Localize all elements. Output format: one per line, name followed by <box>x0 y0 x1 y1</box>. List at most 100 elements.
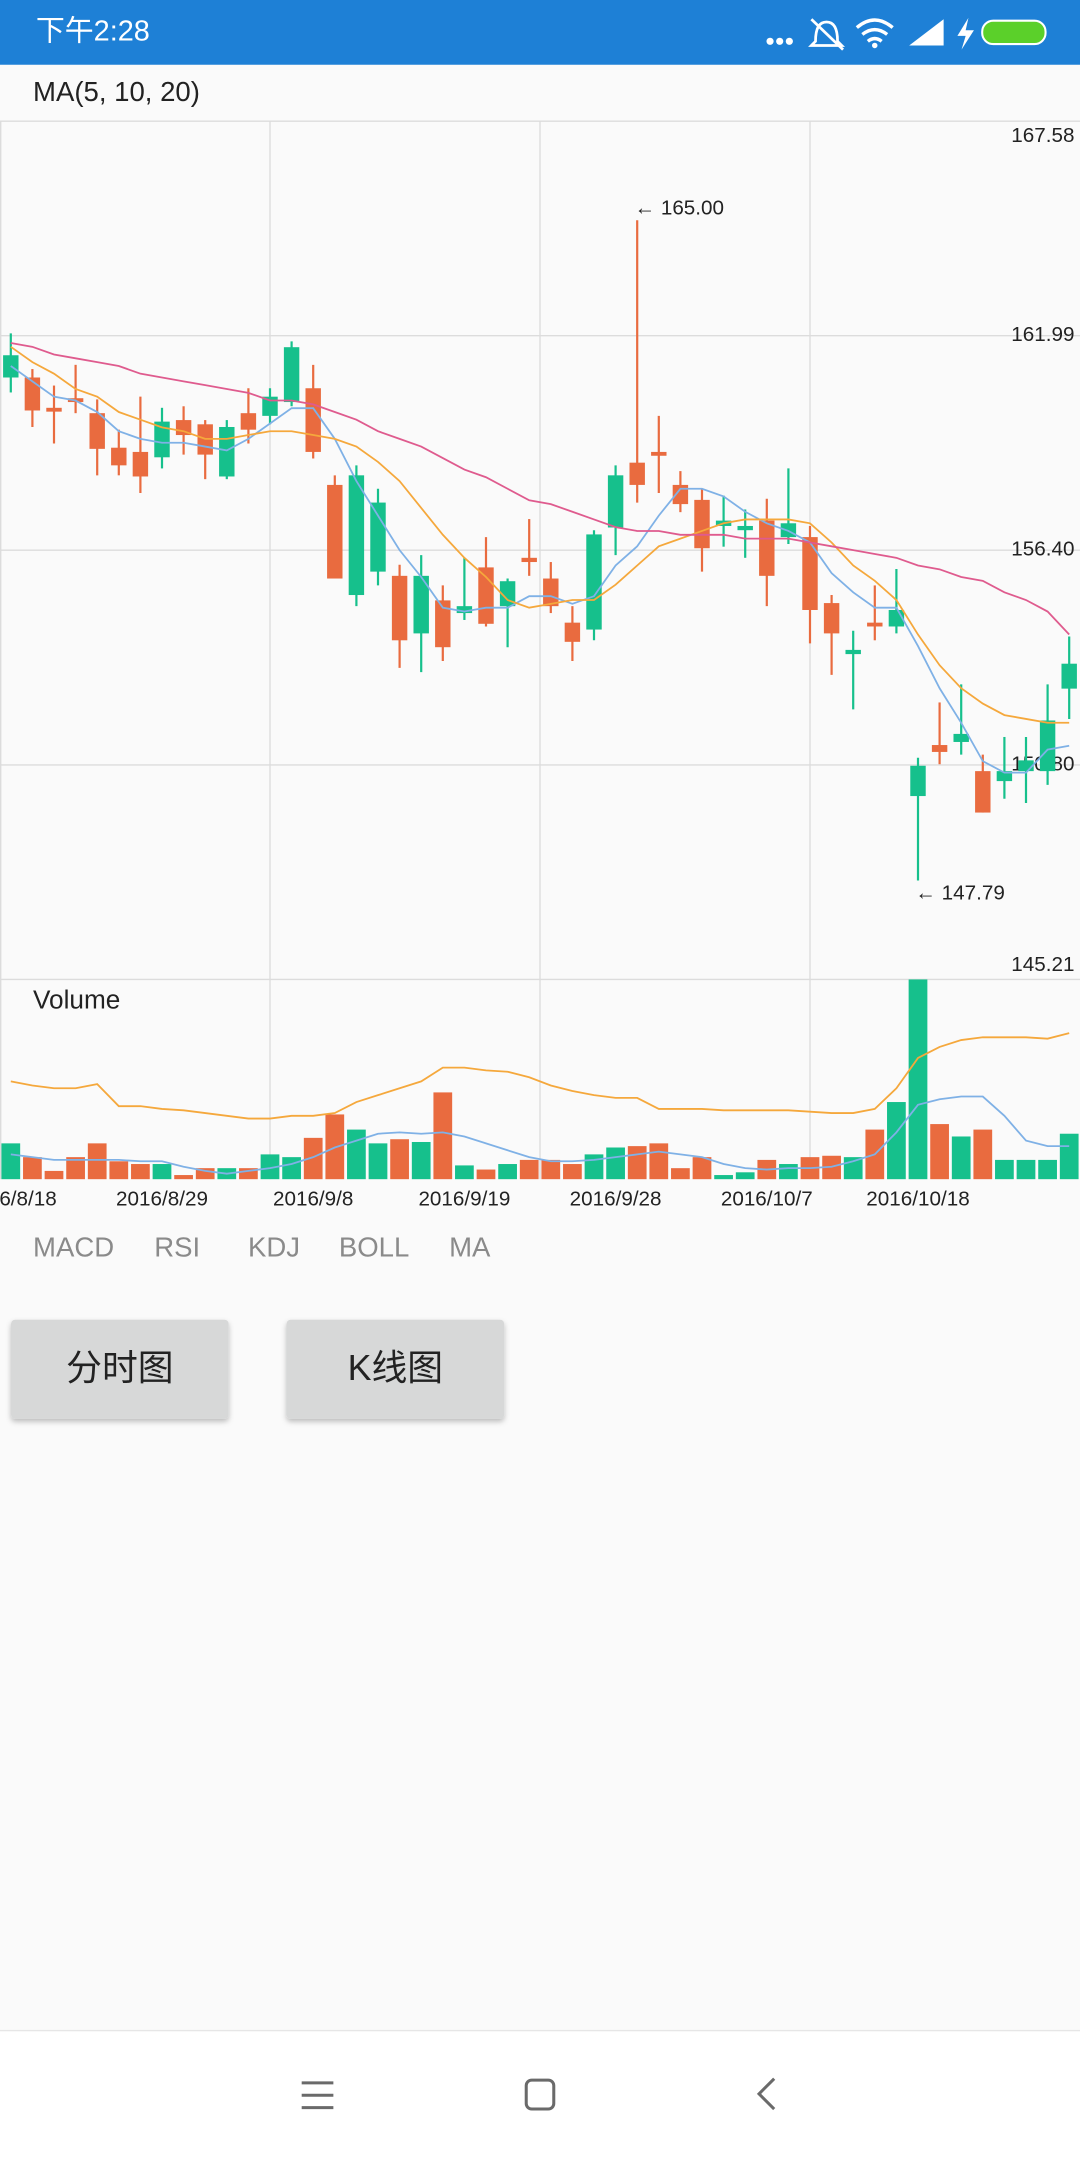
volume-bar <box>411 1141 431 1180</box>
volume-bar <box>282 1157 301 1180</box>
volume-bar <box>627 1146 647 1180</box>
candle-body <box>499 581 516 607</box>
candle-body <box>219 426 235 477</box>
status-bar-bg <box>0 0 1080 65</box>
candle-body <box>391 575 408 641</box>
candle-body <box>996 771 1013 782</box>
candle-body <box>543 578 559 607</box>
volume-bar <box>735 1172 755 1180</box>
volume-ma-line <box>10 1095 1070 1175</box>
chart-title: MA(5, 10, 20) <box>33 76 200 107</box>
volume-bar <box>1 1143 21 1180</box>
candle-body <box>629 462 645 485</box>
candle-body <box>564 622 581 642</box>
volume-bar <box>541 1159 561 1180</box>
volume-ma-line <box>10 1032 1070 1120</box>
volume-bar <box>498 1164 517 1180</box>
candle-body <box>845 649 861 655</box>
indicator-tab[interactable]: KDJ <box>248 1232 300 1263</box>
nav-bar-bg <box>0 2030 1080 2160</box>
button-bg[interactable] <box>11 1319 229 1419</box>
candle-body <box>305 388 321 452</box>
volume-bar <box>563 1164 582 1180</box>
button[interactable]: K线图 <box>286 1319 505 1419</box>
indicator-tab[interactable]: MA <box>449 1232 491 1263</box>
candle-body <box>521 557 537 563</box>
candle-body <box>867 622 883 627</box>
volume-bar <box>995 1159 1014 1180</box>
y-tick-label: 161.99 <box>1011 323 1074 346</box>
x-tick-label: 2016/8/18 <box>0 1187 57 1210</box>
y-tick-label: 167.58 <box>1011 124 1074 147</box>
volume-bar <box>908 979 928 1180</box>
nav-bar <box>0 2029 1080 2160</box>
x-tick-label: 2016/9/28 <box>570 1187 662 1210</box>
x-tick-label: 2016/10/7 <box>721 1187 813 1210</box>
volume-bar <box>368 1143 388 1180</box>
candle-body <box>370 502 386 572</box>
candle-body <box>672 484 689 505</box>
volume-bar <box>390 1139 409 1180</box>
plot: 145.21150.80156.40161.99167.582016/8/182… <box>0 120 1080 1210</box>
candle-body <box>262 396 278 416</box>
volume-bar <box>347 1129 366 1180</box>
x-tick-label: 2016/9/19 <box>418 1187 510 1210</box>
volume-bar <box>973 1129 993 1180</box>
low-annotation: ← 147.79 <box>915 882 1005 905</box>
candle-body <box>651 451 667 456</box>
volume-bar <box>44 1170 64 1180</box>
indicator-tab[interactable]: MACD <box>33 1232 114 1263</box>
candle-body <box>953 733 969 742</box>
candle-body <box>89 413 105 449</box>
volume-bar <box>195 1168 215 1180</box>
chart-frame <box>0 121 811 1180</box>
indicator-tab[interactable]: BOLL <box>339 1232 409 1263</box>
home-button[interactable] <box>524 2078 556 2111</box>
volume-bar <box>1016 1159 1036 1180</box>
candle-body <box>46 407 62 412</box>
status-time: 下午2:28 <box>36 16 150 48</box>
volume-bar <box>1038 1159 1057 1180</box>
candle-body <box>1061 663 1077 689</box>
candle-body <box>24 377 41 411</box>
x-tick-label: 2016/9/8 <box>273 1187 353 1210</box>
volume-bar <box>174 1175 193 1180</box>
x-tick-label: 2016/8/29 <box>116 1187 208 1210</box>
button[interactable]: 分时图 <box>11 1319 229 1419</box>
volume-bar <box>239 1168 258 1180</box>
candle-body <box>111 447 127 466</box>
ma-line <box>10 365 1070 774</box>
button-label[interactable]: 分时图 <box>66 1348 173 1388</box>
button-label[interactable]: K线图 <box>348 1348 443 1388</box>
volume-title: Volume <box>33 984 120 1014</box>
volume-bar <box>1059 1133 1079 1180</box>
menu-button[interactable] <box>301 2081 334 2110</box>
candle-body <box>910 765 926 797</box>
indicator-tab[interactable]: RSI <box>154 1232 200 1263</box>
volume-bar <box>887 1102 906 1180</box>
status-bar: 下午2:28 <box>0 0 1080 65</box>
volume-bar <box>606 1147 625 1180</box>
candle-body <box>413 575 429 634</box>
candle-body <box>1039 720 1056 772</box>
y-tick-label: 156.40 <box>1011 538 1074 561</box>
candle-body <box>586 534 602 630</box>
back-button[interactable] <box>756 2077 776 2111</box>
candle-body <box>456 606 473 614</box>
volume-bar <box>260 1154 280 1180</box>
volume-bar <box>87 1143 107 1180</box>
candle-body <box>240 413 257 430</box>
candle-body <box>132 451 149 477</box>
volume-bar <box>671 1168 690 1180</box>
y-tick-label: 145.21 <box>1011 953 1074 976</box>
button-bg[interactable] <box>286 1319 505 1419</box>
candle-body <box>154 421 170 458</box>
candle-body <box>802 537 818 610</box>
ma-line <box>10 342 1070 636</box>
volume-bar <box>476 1169 496 1180</box>
candle-body <box>435 600 451 648</box>
volume-bar <box>951 1136 971 1180</box>
candle-body <box>1018 760 1034 772</box>
volume-bar <box>152 1164 172 1180</box>
